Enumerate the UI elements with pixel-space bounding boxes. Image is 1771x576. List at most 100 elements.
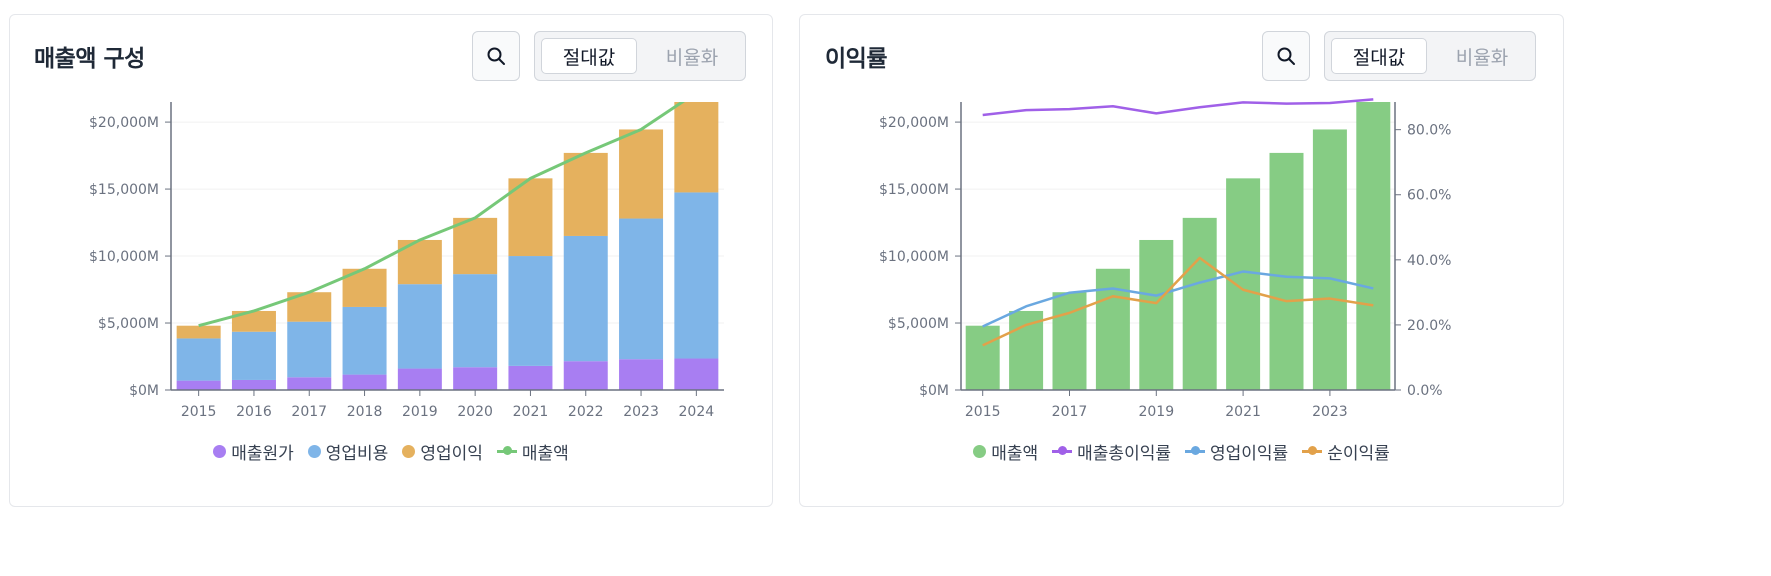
opex-bar [342, 306, 387, 375]
legend-item-revenue[interactable]: 매출액 [496, 439, 569, 464]
revenue-bar [1312, 129, 1347, 391]
x-tick-label: 2017 [1052, 404, 1088, 420]
cogs-bar [176, 380, 221, 390]
legend-swatch [973, 445, 987, 458]
y-tick-label: $10,000M [89, 249, 159, 265]
x-tick-label: 2016 [236, 404, 272, 420]
y-tick-label: $15,000M [89, 182, 159, 198]
revenue-bar [1052, 292, 1087, 390]
operating-margin-line [982, 270, 1374, 328]
legend-swatch [1052, 446, 1073, 455]
x-tick-label: 2017 [291, 404, 327, 420]
legend-label: 매출액 [521, 444, 569, 464]
legend-label: 매출원가 [231, 444, 294, 464]
y-tick-label: $0M [919, 383, 949, 399]
x-tick-label: 2019 [402, 404, 438, 420]
scale-toggle: 절대값 비율화 [1324, 31, 1536, 81]
x-tick-label: 2020 [457, 404, 493, 420]
y-tick-label: $20,000M [89, 115, 159, 131]
legend-swatch [1185, 446, 1205, 455]
cogs-bar [563, 361, 608, 390]
y-tick-label: $5,000M [98, 316, 159, 332]
cogs-bar [397, 368, 442, 390]
legend-item-cogs[interactable]: 매출원가 [213, 439, 294, 464]
ratio-toggle-button[interactable]: 비율화 [665, 46, 719, 69]
opex-bar [453, 274, 498, 368]
ratio-toggle-button[interactable]: 비율화 [1455, 46, 1509, 69]
profit-margin-card: 이익률 절대값 비율화 $0M $5,000M $10,000M $15,000M $2… [799, 14, 1564, 507]
absolute-toggle-button[interactable]: 절대값 [1331, 38, 1427, 74]
cogs-bar [674, 358, 719, 390]
legend-label: 순이익률 [1327, 444, 1390, 464]
operating-income-bar [453, 217, 498, 275]
legend-item-revenue[interactable]: 매출액 [973, 439, 1038, 464]
operating-income-bar [176, 325, 221, 339]
legend-swatch [307, 445, 321, 458]
gross-margin-line [982, 98, 1374, 117]
card-title: 이익률 [825, 46, 887, 72]
chart-legend: 매출원가 영업비용 영업이익 매출액 [10, 439, 772, 464]
legend-item-gross-margin[interactable]: 매출총이익률 [1052, 439, 1171, 464]
legend-item-net-margin[interactable]: 순이익률 [1302, 439, 1390, 464]
cogs-bar [342, 374, 387, 390]
opex-bar [397, 284, 442, 369]
x-tick-label: 2022 [568, 404, 604, 420]
search-button[interactable] [1262, 31, 1310, 81]
y2-tick-label: 60.0% [1407, 188, 1451, 204]
y-tick-label: $0M [129, 383, 159, 399]
x-tick-label: 2019 [1138, 404, 1174, 420]
revenue-bar [965, 325, 1000, 390]
y-tick-label: $10,000M [879, 249, 949, 265]
legend-item-operating-margin[interactable]: 영업이익률 [1185, 439, 1288, 464]
opex-bar [231, 331, 276, 380]
opex-bar [619, 218, 664, 360]
x-tick-label: 2021 [1225, 404, 1261, 420]
x-tick-label: 2024 [679, 404, 715, 420]
revenue-bar [1269, 152, 1304, 390]
x-tick-label: 2021 [513, 404, 549, 420]
cogs-bar [287, 377, 332, 390]
y-tick-label: $5,000M [888, 316, 949, 332]
y2-tick-label: 80.0% [1407, 123, 1451, 139]
cogs-bar [508, 365, 553, 390]
legend-label: 영업이익률 [1210, 444, 1289, 464]
y2-tick-label: 0.0% [1407, 383, 1443, 399]
search-button[interactable] [472, 31, 520, 81]
opex-bar [508, 256, 553, 366]
revenue-bar [1095, 268, 1130, 390]
cogs-bar [619, 359, 664, 390]
x-tick-label: 2018 [347, 404, 383, 420]
x-tick-label: 2023 [623, 404, 659, 420]
card-title: 매출액 구성 [34, 46, 145, 72]
revenue-bar [1139, 239, 1174, 390]
legend-swatch [402, 445, 416, 458]
y-tick-label: $20,000M [879, 115, 949, 131]
y2-tick-label: 20.0% [1407, 318, 1451, 334]
legend-label: 매출총이익률 [1077, 444, 1171, 464]
net-margin-line [982, 256, 1374, 347]
search-icon [1277, 47, 1295, 65]
revenue-bar [1226, 178, 1261, 390]
operating-income-bar [563, 152, 608, 236]
revenue-bar [1182, 217, 1217, 390]
operating-income-bar [231, 310, 276, 332]
opex-bar [563, 235, 608, 362]
legend-label: 영업이익 [420, 444, 483, 464]
opex-bar [176, 338, 221, 381]
legend-item-operating-income[interactable]: 영업이익 [402, 439, 483, 464]
search-icon [487, 47, 505, 65]
operating-income-bar [619, 129, 664, 219]
revenue-composition-chart: $0M $5,000M $10,000M $15,000M $20,000M 2015 20… [89, 102, 724, 420]
y-tick-label: $15,000M [879, 182, 949, 198]
absolute-toggle-button[interactable]: 절대값 [541, 38, 637, 74]
profit-margin-chart: $0M $5,000M $10,000M $15,000M $20,000M 0.0% 20… [879, 98, 1451, 420]
revenue-composition-card: 매출액 구성 절대값 비율화 $0M $5,000M $10,000M $15,000… [9, 14, 773, 507]
operating-income-bar [674, 102, 719, 193]
y2-tick-label: 40.0% [1407, 253, 1451, 269]
x-tick-label: 2023 [1312, 404, 1348, 420]
x-tick-label: 2015 [965, 404, 1001, 420]
legend-swatch [213, 445, 227, 458]
cogs-bar [231, 379, 276, 390]
chart-legend: 매출액 매출총이익률 영업이익률 순이익률 [800, 439, 1563, 464]
legend-item-opex[interactable]: 영업비용 [307, 439, 388, 464]
